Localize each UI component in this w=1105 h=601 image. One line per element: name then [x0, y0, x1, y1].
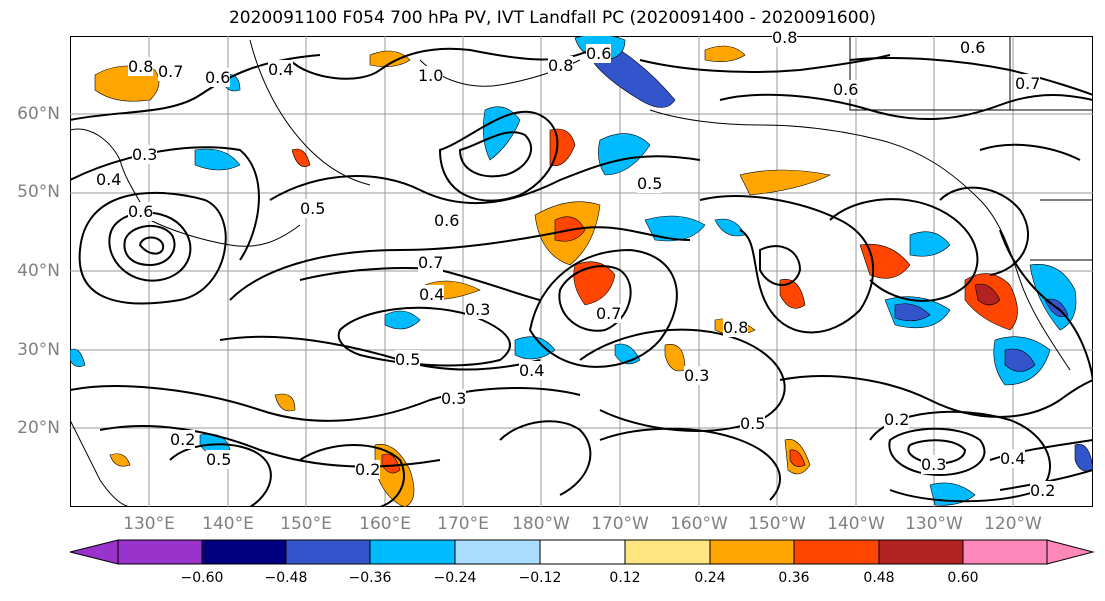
contour-label: 0.4: [268, 60, 294, 79]
lon-label-160e: 160°E: [359, 514, 411, 534]
contour-label: 0.7: [596, 304, 622, 323]
contour-label: 0.4: [519, 361, 545, 380]
lat-label-50n: 50°N: [17, 182, 60, 202]
contour-label: 0.3: [921, 455, 947, 474]
contour-label: 0.8: [128, 57, 154, 76]
contour-label: 0.8: [548, 56, 574, 75]
contour-label: 0.5: [637, 174, 663, 193]
contour-label: 0.5: [740, 414, 766, 433]
lon-label-130w: 130°W: [905, 514, 963, 534]
colorbar-tick: −0.36: [348, 570, 392, 586]
contour-label: 0.2: [355, 460, 381, 479]
lat-label-30n: 30°N: [17, 340, 60, 360]
lat-label-60n: 60°N: [17, 104, 60, 124]
contour-label: 0.5: [300, 199, 326, 218]
colorbar-tick: 0.60: [947, 570, 979, 586]
colorbar-tick: 0.24: [694, 570, 726, 586]
contour-label: 0.4: [419, 285, 445, 304]
colorbar-tick: −0.24: [433, 570, 477, 586]
contour-label: 0.5: [206, 450, 232, 469]
contour-label: 0.2: [1030, 481, 1056, 500]
contour-label: 0.8: [772, 28, 798, 47]
lon-label-130e: 130°E: [123, 514, 175, 534]
colorbar: [69, 539, 1095, 565]
figure-title: 2020091100 F054 700 hPa PV, IVT Landfall…: [228, 8, 876, 28]
contour-label: 0.8: [723, 318, 749, 337]
lon-label-170e: 170°E: [437, 514, 489, 534]
lon-label-150e: 150°E: [280, 514, 332, 534]
contour-label: 0.2: [884, 410, 910, 429]
lon-label-140e: 140°E: [202, 514, 254, 534]
lon-label-120w: 120°W: [984, 514, 1042, 534]
colorbar-tick: 0.36: [778, 570, 810, 586]
contour-label: 0.7: [1015, 74, 1041, 93]
colorbar-tick: 0.12: [609, 570, 641, 586]
lon-label-140w: 140°W: [827, 514, 885, 534]
lon-label-150w: 150°W: [748, 514, 806, 534]
contour-label: 0.6: [960, 38, 986, 57]
colorbar-tick: −0.48: [264, 570, 308, 586]
contour-label: 0.5: [395, 350, 421, 369]
lon-label-170w: 170°W: [591, 514, 649, 534]
contour-label: 0.6: [128, 202, 154, 221]
contour-label: 0.4: [96, 170, 122, 189]
contour-label: 0.4: [1000, 449, 1026, 468]
lat-label-40n: 40°N: [17, 261, 60, 281]
contour-label: 1.0: [418, 66, 444, 85]
contour-label: 0.6: [434, 211, 460, 230]
contour-label: 0.6: [205, 68, 231, 87]
contour-label: 0.7: [418, 253, 444, 272]
contour-label: 0.6: [833, 80, 859, 99]
contour-label: 0.3: [441, 389, 467, 408]
contour-label: 0.3: [684, 366, 710, 385]
contour-label: 0.6: [586, 44, 612, 63]
colorbar-tick: 0.48: [863, 570, 895, 586]
lat-label-20n: 20°N: [17, 418, 60, 438]
contour-label: 0.3: [465, 300, 491, 319]
lon-label-160w: 160°W: [670, 514, 728, 534]
contour-label: 0.7: [158, 62, 184, 81]
contour-label: 0.2: [170, 430, 196, 449]
colorbar-tick: −0.12: [518, 570, 562, 586]
contour-label: 0.3: [132, 145, 158, 164]
colorbar-tick: −0.60: [180, 570, 224, 586]
lon-label-180w: 180°W: [512, 514, 570, 534]
